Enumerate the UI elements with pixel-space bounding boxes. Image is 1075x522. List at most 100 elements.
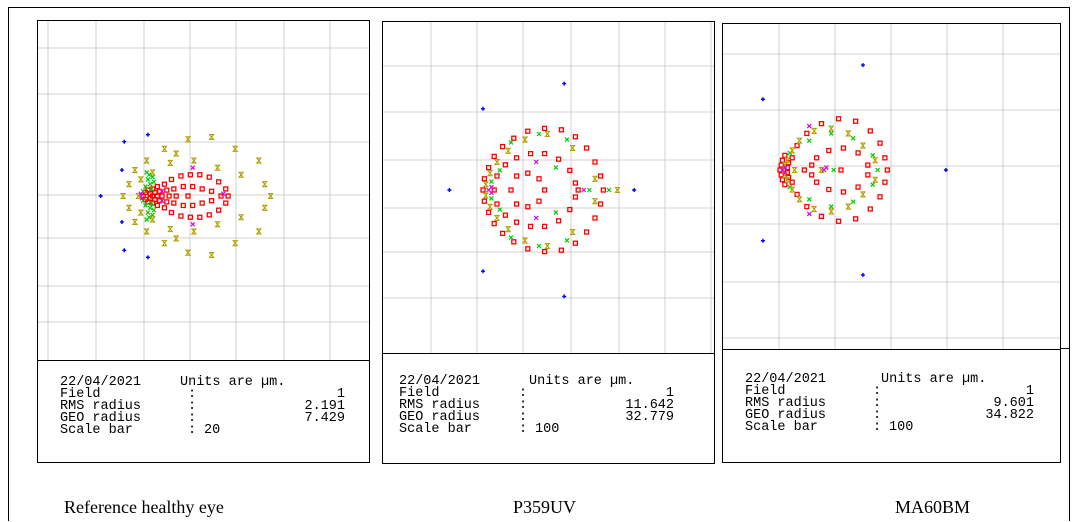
spot-point	[208, 251, 215, 259]
spot-point	[173, 193, 179, 199]
spot-point	[135, 192, 142, 200]
spot-series	[780, 123, 829, 217]
spot-point	[167, 159, 174, 167]
spot-point	[232, 145, 239, 152]
spot-series	[140, 172, 231, 220]
spot-point	[533, 159, 539, 165]
field-label: Field	[745, 384, 786, 399]
spot-point	[544, 242, 551, 250]
spot-point	[164, 199, 170, 205]
spot-point	[840, 189, 847, 195]
spot-point	[131, 166, 139, 174]
spot-point	[562, 294, 567, 299]
scale-label: Scale bar	[745, 420, 818, 435]
spot-point	[572, 240, 579, 246]
spot-point	[796, 196, 803, 203]
spot-point	[541, 187, 548, 193]
spot-series	[781, 125, 879, 215]
spot-point	[859, 191, 867, 198]
geo-label: GEO radius	[399, 410, 481, 425]
spot-point	[190, 183, 196, 190]
spot-series	[119, 133, 274, 259]
spot-point	[125, 181, 133, 188]
spot-point	[789, 155, 795, 161]
spot-point	[150, 212, 156, 218]
spot-point	[267, 192, 274, 200]
spot-point	[144, 217, 150, 223]
spot-point	[513, 173, 520, 179]
rms-label: RMS radius	[745, 396, 827, 411]
field-label: Field	[399, 386, 440, 401]
spot-point	[98, 194, 103, 198]
spot-point	[527, 150, 534, 157]
rms-label: RMS radius	[399, 398, 481, 413]
spot-point	[190, 202, 196, 209]
spot-point	[835, 218, 842, 224]
spot-point	[567, 167, 573, 174]
spot-point	[237, 214, 245, 221]
spot-point	[555, 156, 562, 162]
spot-point	[811, 205, 818, 213]
spot-point	[789, 186, 796, 193]
field-label: Field	[60, 387, 101, 402]
spot-point	[494, 173, 500, 179]
info-date: 22/04/2021	[399, 374, 481, 389]
spot-point	[178, 173, 184, 179]
spot-point	[850, 135, 856, 141]
spot-point	[122, 139, 127, 144]
geo-colon: :	[519, 410, 528, 425]
spot-point	[481, 269, 485, 274]
spot-point	[778, 172, 784, 178]
spot-point	[481, 198, 488, 204]
spot-point	[190, 157, 198, 164]
spot-point	[567, 206, 573, 213]
spot-point	[828, 208, 835, 215]
spot-point	[789, 179, 795, 185]
spot-point	[139, 195, 145, 201]
rms-value: 11.642	[625, 398, 674, 413]
spot-point	[859, 142, 867, 149]
spot-point	[569, 228, 576, 236]
spot-point	[149, 169, 156, 176]
spot-point	[508, 139, 514, 145]
spot-point	[536, 131, 542, 137]
spot-point	[533, 215, 539, 221]
spot-point	[184, 249, 192, 256]
info-units: Units are µm.	[180, 375, 286, 390]
spot-point	[173, 235, 180, 242]
spot-point	[852, 216, 859, 222]
spot-point	[575, 187, 581, 193]
spot-point	[154, 183, 160, 190]
spot-point	[852, 118, 859, 124]
spot-point	[223, 186, 229, 192]
spot-diagram-panel-ma60bm: 22/04/2021 Units are µm. Field : 1 RMS r…	[722, 23, 1061, 463]
spot-point	[178, 213, 184, 219]
spot-point	[216, 179, 222, 185]
spot-point	[197, 172, 203, 178]
spot-point	[872, 157, 879, 164]
spot-point	[782, 170, 788, 175]
spot-point	[171, 200, 177, 206]
spot-point	[206, 212, 212, 218]
spot-series	[138, 165, 226, 227]
spot-point	[558, 127, 565, 133]
spot-point	[591, 198, 599, 205]
spot-point	[180, 202, 186, 209]
spot-point	[614, 186, 621, 194]
spot-point	[482, 181, 489, 188]
spot-point	[511, 135, 517, 141]
spot-point	[513, 155, 520, 161]
spot-point	[486, 203, 494, 210]
spot-point	[804, 130, 810, 137]
spot-point	[143, 203, 148, 208]
spot-point	[482, 192, 489, 199]
spot-point	[572, 180, 579, 186]
spot-point	[161, 205, 168, 211]
spot-point	[485, 209, 492, 216]
spot-series	[777, 116, 891, 224]
spot-point	[131, 218, 139, 226]
rms-colon: :	[188, 399, 197, 414]
spot-point	[581, 187, 587, 193]
info-date: 22/04/2021	[60, 375, 142, 390]
spot-point	[569, 144, 576, 152]
